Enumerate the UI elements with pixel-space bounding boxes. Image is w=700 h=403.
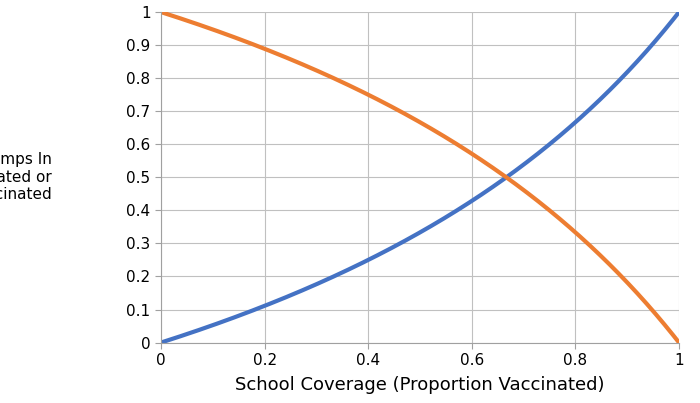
X-axis label: School Coverage (Proportion Vaccinated): School Coverage (Proportion Vaccinated) bbox=[235, 376, 605, 394]
Text: % Mumps In
Vaccinated or
Unvaccinated: % Mumps In Vaccinated or Unvaccinated bbox=[0, 152, 52, 202]
